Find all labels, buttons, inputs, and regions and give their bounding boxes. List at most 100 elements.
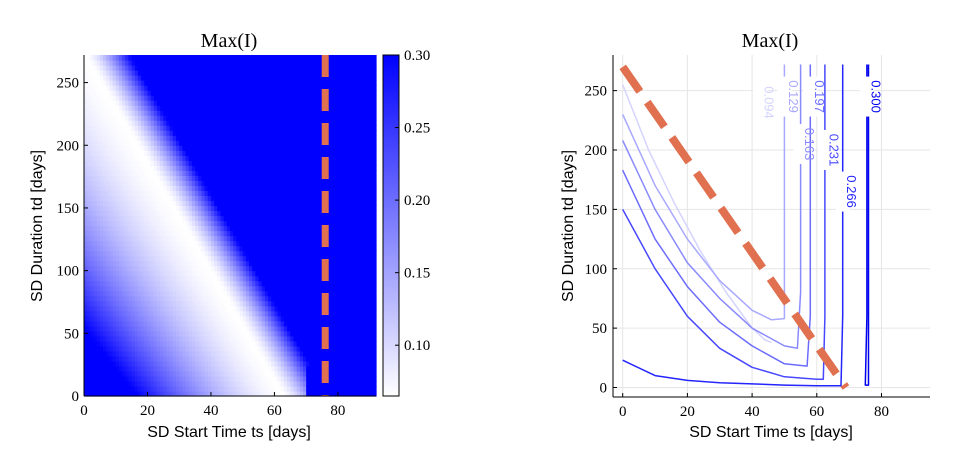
heatmap-cell [258,60,263,66]
heatmap-cell [179,260,183,267]
heatmap-cell [115,350,120,357]
heatmap-cell [157,315,161,322]
heatmap-cell [134,120,139,126]
heatmap-cell [252,350,256,357]
heatmap-cell [90,375,95,382]
heatmap-cell [191,190,196,197]
heatmap-cell [217,160,222,166]
heatmap-cell [103,260,107,267]
heatmap-cell [131,345,136,352]
heatmap-cell [249,65,253,71]
heatmap-cell [176,225,180,232]
heatmap-cell [239,290,244,297]
heatmap-cell [125,365,130,372]
heatmap-cell [252,340,256,347]
heatmap-cell [128,140,133,146]
heatmap-cell [226,265,231,272]
heatmap-cell [309,220,314,227]
heatmap-cell [264,255,269,262]
heatmap-cell [230,70,234,76]
heatmap-cell [188,385,193,392]
heatmap-cell [191,250,196,257]
heatmap-cell [93,90,98,96]
heatmap-cell [106,315,110,322]
heatmap-cell [163,205,168,212]
heatmap-cell [280,375,285,382]
heatmap-cell [93,290,98,297]
heatmap-cell [106,345,110,352]
heatmap-cell [109,290,114,297]
heatmap-cell [176,90,180,96]
heatmap-cell [230,170,234,176]
heatmap-cell [303,115,307,121]
heatmap-cell [106,190,110,197]
heatmap-cell [106,245,110,252]
heatmap-cell [287,270,291,277]
heatmap-cell [128,290,133,297]
heatmap-cell [239,130,244,136]
heatmap-cell [188,250,193,257]
heatmap-cell [90,250,95,257]
heatmap-cell [239,70,244,76]
heatmap-cell [264,370,269,377]
heatmap-cell [122,365,126,372]
heatmap-cell [191,280,196,287]
heatmap-cell [131,295,136,302]
heatmap-cell [312,190,317,197]
heatmap-cell [258,210,263,217]
heatmap-cell [309,180,314,186]
heatmap-cell [87,385,91,392]
heatmap-cell [217,355,222,362]
heatmap-cell [207,65,212,71]
heatmap-cell [150,375,155,382]
heatmap-cell [166,150,171,156]
heatmap-cell [191,150,196,156]
heatmap-cell [176,270,180,277]
heatmap-cell [217,195,222,202]
heatmap-cell [245,365,250,372]
heatmap-cell [230,190,234,197]
heatmap-cell [252,280,256,287]
heatmap-cell [242,200,247,207]
heatmap-cell [277,90,282,96]
heatmap-cell [264,75,269,81]
heatmap-cell [280,245,285,252]
heatmap-cell [141,295,145,302]
heatmap-cell [103,340,107,347]
heatmap-cell [122,60,126,66]
heatmap-cell [312,245,317,252]
heatmap-cell [147,260,152,267]
heatmap-cell [306,320,310,327]
heatmap-cell [179,85,183,91]
heatmap-cell [185,275,190,282]
heatmap-cell [303,350,307,357]
heatmap-cell [125,160,130,166]
heatmap-cell [134,350,139,357]
heatmap-cell [268,320,272,327]
heatmap-cell [293,165,298,171]
heatmap-cell [163,255,168,262]
heatmap-cell [141,375,145,382]
heatmap-cell [109,350,114,357]
heatmap-cell [163,275,168,282]
heatmap-cell [230,335,234,342]
heatmap-cell [201,240,206,247]
heatmap-cell [255,350,260,357]
heatmap-cell [90,235,95,242]
heatmap-cell [280,160,285,166]
heatmap-cell [255,275,260,282]
heatmap-cell [207,95,212,101]
heatmap-cell [106,370,110,377]
heatmap-cell [264,315,269,322]
heatmap-cell [160,120,164,126]
heatmap-cell [182,310,187,317]
heatmap-cell [207,165,212,171]
heatmap-cell [309,240,314,247]
heatmap-cell [258,150,263,156]
heatmap-cell [264,300,269,307]
heatmap-cell [182,150,187,156]
heatmap-cell [96,140,101,146]
heatmap-cell [287,155,291,161]
heatmap-cell [303,140,307,146]
heatmap-cell [157,255,161,262]
